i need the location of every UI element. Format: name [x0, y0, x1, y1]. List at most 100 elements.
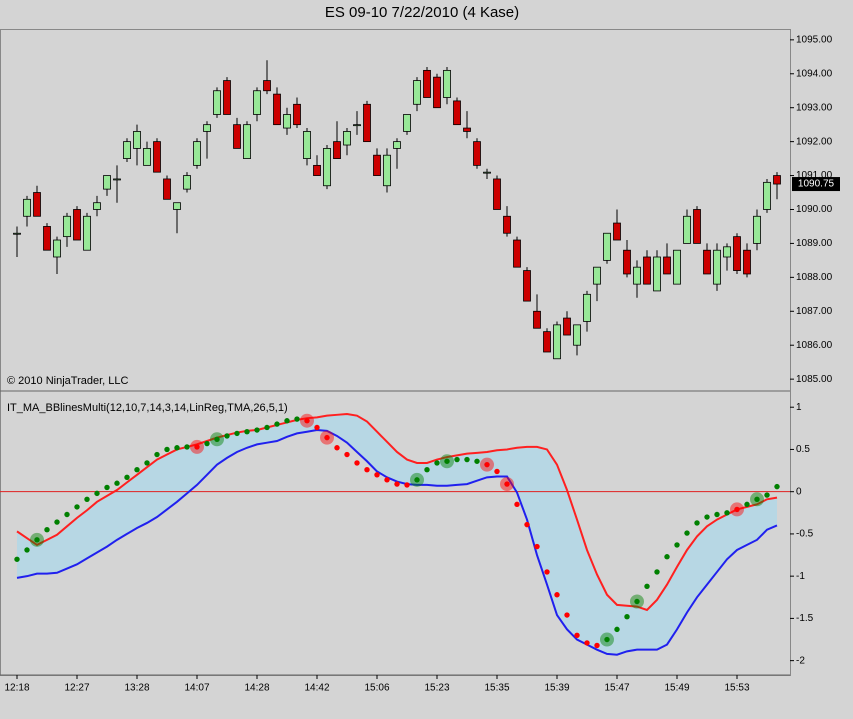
indicator-label: IT_MA_BBlinesMulti(12,10,7,14,3,14,LinRe… — [7, 402, 288, 414]
signal-dot — [664, 554, 670, 560]
signal-dot — [744, 501, 750, 508]
candle-body — [343, 131, 351, 146]
candle-body — [723, 246, 731, 258]
x-tick-label: 14:07 — [184, 683, 209, 694]
candle-body — [233, 124, 241, 149]
signal-dot — [504, 481, 510, 487]
x-tick-label: 12:18 — [4, 683, 29, 694]
signal-dot — [694, 520, 700, 526]
signal-dot — [424, 467, 430, 473]
indicator-line — [16, 412, 778, 612]
candle-body — [373, 154, 381, 176]
y-tick-label: -1.5 — [796, 613, 814, 624]
signal-dot — [724, 510, 730, 516]
candle-body — [143, 148, 151, 166]
signal-dot — [524, 521, 530, 528]
signal-dot — [554, 592, 560, 598]
y-tick-label: -1 — [796, 571, 805, 582]
candle-body — [463, 127, 471, 132]
signal-dot — [214, 436, 220, 443]
signal-dot — [564, 612, 570, 618]
candle-body — [753, 215, 761, 244]
candle-body — [493, 178, 501, 210]
candle-body — [223, 80, 231, 115]
x-tick-label: 14:42 — [304, 683, 329, 694]
candle-body — [323, 148, 331, 187]
signal-dot — [344, 451, 350, 458]
signal-dot — [634, 598, 640, 605]
candle-body — [763, 181, 771, 210]
candle-body — [213, 90, 221, 115]
y-tick-label: -2 — [796, 655, 805, 666]
signal-dot — [374, 472, 380, 478]
candle-body — [113, 178, 121, 181]
signal-dot — [174, 445, 180, 451]
signal-dot — [474, 458, 480, 464]
candle-body — [523, 270, 531, 302]
signal-dot — [34, 537, 40, 543]
signal-dot — [164, 446, 170, 453]
candle-body — [263, 80, 271, 92]
candle-body — [573, 324, 581, 346]
candle-body — [73, 209, 81, 241]
signal-dot — [94, 490, 100, 497]
candle-body — [123, 141, 131, 159]
signal-dot — [134, 467, 140, 473]
signal-dot — [404, 482, 410, 488]
candle-body — [713, 249, 721, 285]
signal-dot — [714, 511, 720, 518]
candle-body — [133, 131, 141, 149]
signal-dot — [624, 614, 630, 620]
signal-dot — [304, 418, 310, 424]
candle-body — [453, 100, 461, 126]
candle-body — [103, 175, 111, 190]
candle-body — [413, 80, 421, 105]
signal-dot — [574, 632, 580, 638]
y-tick-label: 1090.00 — [796, 204, 833, 215]
x-tick-label: 12:27 — [64, 683, 89, 694]
signal-dot — [464, 456, 470, 463]
last-price: 1090.75 — [798, 179, 835, 190]
signal-dot — [14, 556, 20, 562]
signal-dot — [684, 530, 690, 536]
candle-body — [383, 154, 391, 187]
candle-body — [273, 93, 281, 126]
candle-body — [313, 164, 321, 176]
signal-dot — [284, 418, 290, 424]
candle-body — [53, 239, 61, 258]
candle-body — [203, 124, 211, 132]
signal-dot — [114, 480, 120, 486]
candle-body — [243, 124, 251, 159]
candle-body — [83, 215, 91, 251]
candle-body — [173, 202, 181, 210]
y-tick-label: 1093.00 — [796, 102, 833, 113]
candle-body — [603, 232, 611, 261]
candle-body — [553, 324, 561, 360]
y-tick-label: 1 — [796, 402, 802, 413]
candle-body — [163, 178, 171, 200]
x-tick-label: 15:49 — [664, 683, 689, 694]
signal-dot — [334, 445, 340, 451]
candle-body — [703, 249, 711, 275]
candle-body — [43, 226, 51, 251]
signal-dot — [594, 642, 600, 649]
signal-dot — [184, 444, 190, 450]
candle-body — [433, 76, 441, 109]
candle-body — [663, 256, 671, 275]
candle-body — [683, 215, 691, 244]
candle-body — [93, 202, 101, 210]
y-tick-label: 0 — [796, 486, 802, 497]
signal-dot — [264, 424, 270, 431]
candle-body — [653, 256, 661, 292]
candle-body — [633, 266, 641, 285]
signal-dot — [384, 477, 390, 483]
x-tick-label: 15:47 — [604, 683, 629, 694]
y-tick-label: 1092.00 — [796, 136, 833, 147]
signal-dot — [364, 467, 370, 473]
candle-body — [543, 331, 551, 353]
signal-dot — [124, 474, 130, 481]
chart-title: ES 09-10 7/22/2010 (4 Kase) — [325, 4, 519, 21]
signal-dot — [54, 519, 60, 525]
candle-body — [443, 69, 451, 98]
